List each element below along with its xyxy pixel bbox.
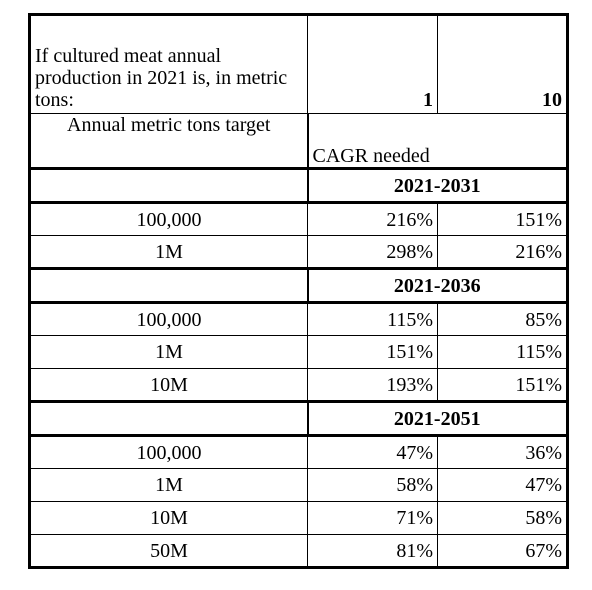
table-row: 100,000 47% 36% (29, 434, 568, 469)
cagr-value: 47% (307, 434, 438, 469)
target-value: 50M (29, 534, 308, 568)
table-row: If cultured meat annual production in 20… (29, 14, 568, 114)
target-value: 100,000 (29, 434, 308, 469)
cagr-value: 298% (307, 235, 438, 269)
period-cell: 2021-2036 (307, 267, 568, 303)
cagr-label: CAGR needed (307, 113, 568, 169)
table-row: 100,000 216% 151% (29, 201, 568, 236)
target-value: 1M (29, 235, 308, 269)
empty-cell (29, 400, 309, 436)
cagr-value: 115% (307, 301, 438, 336)
table-row: 10M 193% 151% (29, 368, 568, 402)
column-value: 10 (542, 89, 562, 111)
cagr-value: 58% (307, 468, 438, 502)
period-cell: 2021-2031 (307, 167, 568, 203)
cagr-value: 115% (437, 335, 568, 369)
cagr-value: 151% (307, 335, 438, 369)
column-value: 1 (423, 89, 433, 111)
target-value: 1M (29, 335, 308, 369)
cagr-value: 47% (437, 468, 568, 502)
target-label: Annual metric tons target (29, 113, 309, 169)
column-header: 1 (307, 14, 438, 114)
empty-cell (29, 267, 309, 303)
period-cell: 2021-2051 (307, 400, 568, 436)
table-row: 1M 298% 216% (29, 235, 568, 269)
cagr-value: 151% (437, 201, 568, 236)
target-value: 1M (29, 468, 308, 502)
cagr-value: 216% (307, 201, 438, 236)
table-row: 10M 71% 58% (29, 501, 568, 535)
cagr-value: 67% (437, 534, 568, 568)
empty-cell (29, 167, 309, 203)
target-value: 10M (29, 501, 308, 535)
cagr-value: 151% (437, 368, 568, 402)
cagr-value: 216% (437, 235, 568, 269)
table-row: 1M 151% 115% (29, 335, 568, 369)
cagr-value: 58% (437, 501, 568, 535)
cagr-value: 85% (437, 301, 568, 336)
target-value: 10M (29, 368, 308, 402)
table-row: 1M 58% 47% (29, 468, 568, 502)
table-row: 2021-2051 (29, 400, 568, 436)
cagr-value: 193% (307, 368, 438, 402)
cagr-value: 36% (437, 434, 568, 469)
cagr-value: 71% (307, 501, 438, 535)
table-row: Annual metric tons target CAGR needed (29, 113, 568, 169)
table-row: 100,000 115% 85% (29, 301, 568, 336)
target-value: 100,000 (29, 301, 308, 336)
question-cell: If cultured meat annual production in 20… (29, 14, 308, 114)
column-header: 10 (437, 14, 568, 114)
cagr-value: 81% (307, 534, 438, 568)
table-row: 2021-2031 (29, 167, 568, 203)
period: 2021-2031 (393, 174, 481, 197)
table-row: 50M 81% 67% (29, 534, 568, 568)
table-row: 2021-2036 (29, 267, 568, 303)
period: 2021-2036 (393, 274, 481, 297)
target-value: 100,000 (29, 201, 308, 236)
period: 2021-2051 (393, 407, 481, 430)
cagr-table: If cultured meat annual production in 20… (28, 13, 569, 569)
table-body: If cultured meat annual production in 20… (29, 14, 568, 568)
